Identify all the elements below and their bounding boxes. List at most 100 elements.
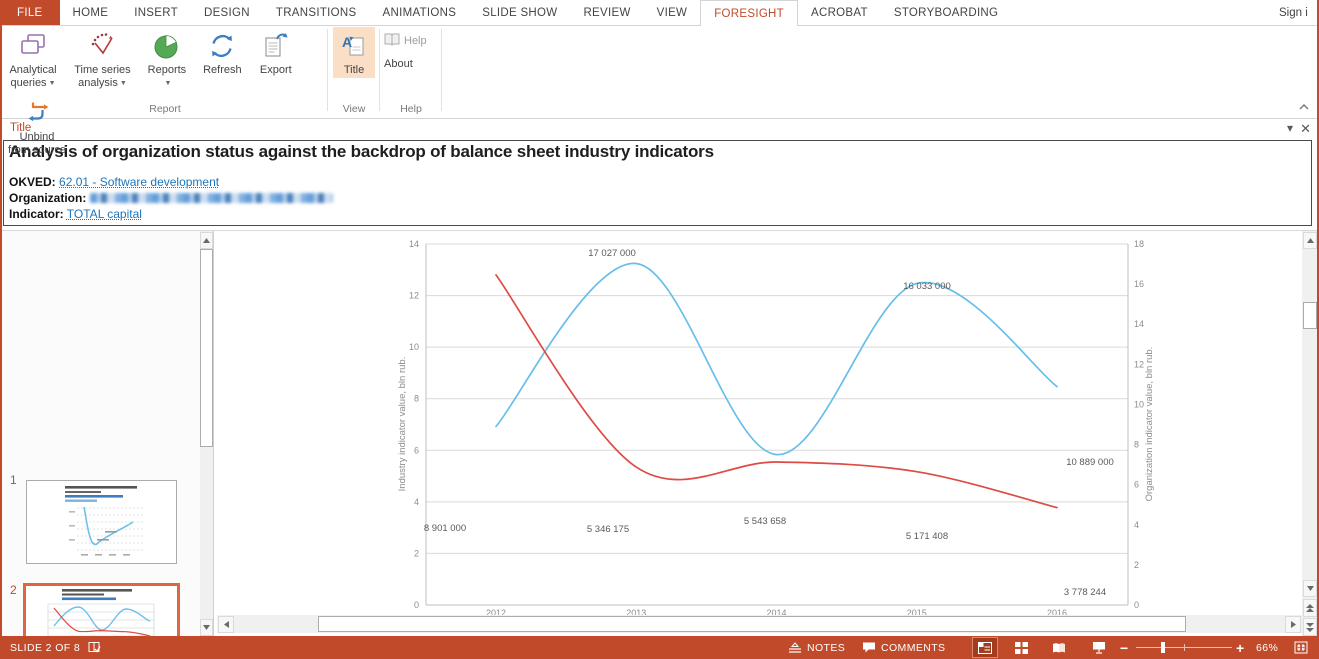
triangle-up-icon	[1306, 238, 1314, 243]
report-title-box[interactable]: Analysis of organization status against …	[3, 140, 1312, 226]
data-label: 10 889 000	[1066, 457, 1114, 468]
series-left[interactable]	[495, 274, 1058, 509]
reading-view-button[interactable]	[1046, 637, 1072, 658]
reports-button[interactable]: Reports ▼	[142, 27, 192, 92]
slide-2-thumbnail-selected[interactable]	[23, 583, 180, 636]
double-chevron-down-icon	[1306, 622, 1314, 632]
tab-view[interactable]: VIEW	[656, 6, 688, 19]
plus-icon: +	[1236, 639, 1245, 656]
zoom-out-button[interactable]: −	[1120, 636, 1129, 659]
pane-dropdown-button[interactable]: ▾	[1287, 121, 1293, 135]
scroll-up-button[interactable]	[200, 232, 213, 249]
tab-insert[interactable]: INSERT	[134, 6, 178, 19]
canvas-horizontal-scrollbar[interactable]	[217, 615, 1302, 633]
indicator-row: Indicator: TOTAL capital	[9, 206, 1311, 222]
chevron-down-icon: ▾	[1286, 121, 1293, 135]
right-axis-tick: 4	[1134, 520, 1139, 530]
slide-2-preview	[47, 589, 155, 636]
scroll-up-button[interactable]	[1303, 232, 1317, 249]
tab-acrobat[interactable]: ACROBAT	[811, 6, 868, 19]
data-label: 17 027 000	[588, 248, 636, 259]
scrollbar-thumb[interactable]	[318, 616, 1186, 632]
slideshow-view-button[interactable]	[1086, 637, 1112, 658]
scrollbar-thumb[interactable]	[1303, 302, 1317, 329]
tab-foresight[interactable]: FORESIGHT	[700, 0, 798, 26]
tab-review[interactable]: REVIEW	[583, 6, 631, 19]
left-axis-tick: 10	[409, 342, 419, 352]
title-toggle-button[interactable]: A Title	[333, 27, 375, 78]
slide-2-number: 2	[10, 583, 17, 597]
right-axis-title: Organization indicator value, bln rub.	[1144, 347, 1155, 502]
fit-slide-to-window-button[interactable]	[1288, 637, 1314, 658]
balance-chart[interactable]: 0 2 4 6 8 10 12 14 0 2 4 6 8 10 12 14 16 18 2012 2013 2014 20…	[215, 230, 1302, 634]
unbind-from-source-button[interactable]: Unbind from source	[3, 94, 71, 158]
next-slide-button[interactable]	[1303, 618, 1317, 636]
ribbon-tab-row: FILE HOME INSERT DESIGN TRANSITIONS ANIM…	[0, 0, 1319, 26]
sign-in-link[interactable]: Sign i	[1279, 6, 1308, 19]
slide-1-thumbnail[interactable]	[26, 480, 177, 564]
window-border-left	[0, 0, 2, 659]
tab-file[interactable]: FILE	[0, 0, 60, 25]
slide-counter[interactable]: SLIDE 2 OF 8	[10, 641, 81, 654]
minus-icon: −	[1120, 639, 1129, 656]
scroll-down-button[interactable]	[200, 619, 213, 636]
right-axis-tick: 8	[1134, 440, 1139, 450]
notes-button[interactable]: NOTES	[788, 636, 845, 659]
time-series-analysis-button[interactable]: Time series analysis ▼	[69, 27, 135, 92]
scroll-left-button[interactable]	[218, 616, 234, 633]
organization-value-redacted[interactable]	[90, 193, 334, 203]
analytical-queries-button[interactable]: Analytical queries ▼	[3, 27, 63, 92]
pane-close-button[interactable]: ✕	[1300, 121, 1311, 137]
x-axis-tick: 2014	[766, 608, 786, 618]
button-label: Help	[404, 34, 427, 47]
scroll-right-button[interactable]	[1285, 616, 1301, 633]
canvas-vertical-scrollbar[interactable]	[1302, 231, 1317, 636]
tab-transitions[interactable]: TRANSITIONS	[275, 6, 357, 19]
left-axis-tick: 6	[414, 445, 419, 455]
slideshow-icon	[1093, 642, 1105, 654]
data-label: 8 901 000	[424, 523, 466, 534]
time-series-icon	[86, 30, 118, 62]
indicator-label: Indicator:	[9, 207, 64, 221]
zoom-level[interactable]: 66%	[1256, 641, 1279, 654]
spellcheck-button[interactable]	[88, 636, 102, 659]
zoom-slider-thumb[interactable]	[1161, 642, 1165, 653]
right-axis-tick: 2	[1134, 560, 1139, 570]
scroll-down-button[interactable]	[1303, 580, 1317, 597]
about-button[interactable]: About	[380, 55, 442, 73]
tab-slide-show[interactable]: SLIDE SHOW	[482, 6, 558, 19]
tab-design[interactable]: DESIGN	[203, 6, 250, 19]
scrollbar-thumb[interactable]	[200, 249, 213, 447]
triangle-right-icon	[1290, 621, 1296, 628]
title-icon: A	[338, 30, 370, 62]
tab-storyboarding[interactable]: STORYBOARDING	[893, 6, 999, 19]
okved-link[interactable]: 62.01 - Software development	[59, 175, 220, 189]
tab-home[interactable]: HOME	[72, 6, 109, 19]
comments-button[interactable]: COMMENTS	[862, 636, 945, 659]
slide-sorter-view-button[interactable]	[1008, 637, 1034, 658]
left-axis-tick: 4	[414, 497, 419, 507]
thumbnail-panel-scrollbar[interactable]	[200, 231, 213, 636]
zoom-in-button[interactable]: +	[1236, 636, 1245, 659]
triangle-down-icon	[1306, 586, 1314, 591]
tab-animations[interactable]: ANIMATIONS	[382, 6, 457, 19]
button-label: Title	[343, 64, 365, 76]
normal-view-button[interactable]	[972, 637, 998, 658]
spellcheck-icon	[88, 642, 101, 653]
button-label: About	[384, 58, 413, 70]
slide-1-preview	[65, 486, 145, 556]
right-axis-tick: 0	[1134, 600, 1139, 610]
report-heading: Analysis of organization status against …	[9, 142, 714, 161]
group-divider	[379, 29, 380, 111]
help-button[interactable]: Help	[380, 29, 442, 52]
previous-slide-button[interactable]	[1303, 599, 1317, 617]
collapse-ribbon-button[interactable]	[1297, 101, 1311, 113]
refresh-button[interactable]: Refresh	[198, 27, 246, 78]
export-button[interactable]: Export	[253, 27, 299, 78]
indicator-link[interactable]: TOTAL capital	[66, 207, 142, 221]
refresh-icon	[206, 30, 238, 62]
series-right[interactable]	[495, 262, 1058, 456]
group-divider	[327, 29, 328, 111]
ribbon-group-help: Help About Help	[380, 25, 442, 117]
slide-canvas[interactable]	[215, 231, 1302, 636]
